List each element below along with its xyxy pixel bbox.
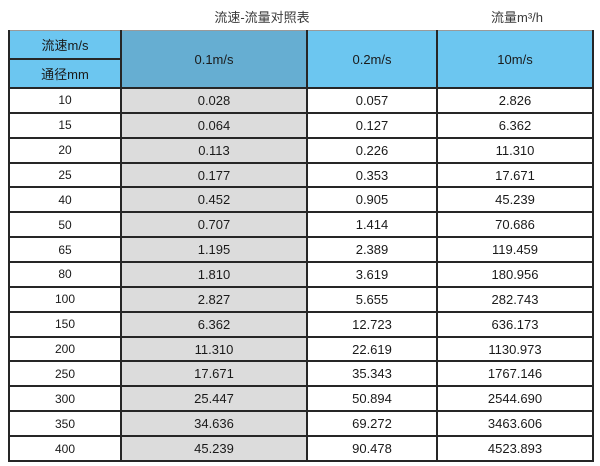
table-row: 350 34.636 69.272 3463.606 <box>8 410 594 438</box>
flow-value-0-2ms: 0.057 <box>306 87 438 114</box>
header-row-bottom: 通径mm <box>8 58 593 89</box>
diameter-cell: 100 <box>8 285 122 313</box>
table-row: 400 45.239 90.478 4523.893 <box>8 435 594 462</box>
flow-value-10ms: 70.686 <box>436 211 594 239</box>
table-row: 300 25.447 50.894 2544.690 <box>8 385 594 413</box>
flow-value-10ms: 11.310 <box>436 136 594 164</box>
flow-value-0-2ms: 3.619 <box>306 261 438 288</box>
table-row: 10 0.028 0.057 2.826 <box>8 87 594 114</box>
diameter-cell: 20 <box>8 136 122 164</box>
diameter-cell: 150 <box>8 310 122 338</box>
diameter-cell: 350 <box>8 410 122 438</box>
table-row: 15 0.064 0.127 6.362 <box>8 111 594 139</box>
table-row: 200 11.310 22.619 1130.973 <box>8 335 594 363</box>
column-header-10ms: 10m/s <box>436 30 594 89</box>
diameter-cell: 10 <box>8 87 122 114</box>
flow-value-0-2ms: 12.723 <box>306 310 438 338</box>
page-title: 流速-流量对照表 <box>214 10 310 25</box>
diameter-cell: 200 <box>8 335 122 363</box>
flow-value-0-2ms: 69.272 <box>306 410 438 438</box>
flow-value-0-2ms: 90.478 <box>306 435 438 462</box>
column-header-0-2ms: 0.2m/s <box>306 30 438 89</box>
flow-value-0-1ms: 1.810 <box>120 261 308 288</box>
flow-value-0-2ms: 0.353 <box>306 161 438 189</box>
flow-unit-label: 流量m³/h <box>490 10 544 25</box>
flow-value-0-1ms: 25.447 <box>120 385 308 413</box>
table-row: 20 0.113 0.226 11.310 <box>8 136 594 164</box>
flow-value-10ms: 282.743 <box>436 285 594 313</box>
flow-rate-table: 流速m/s 0.1m/s 0.2m/s 10m/s 通径mm 10 0.028 0.… <box>8 30 594 462</box>
flow-value-0-2ms: 5.655 <box>306 285 438 313</box>
table-body: 10 0.028 0.057 2.826 15 0.064 0.127 6.362 20 0.11… <box>8 87 594 462</box>
flow-value-10ms: 45.239 <box>436 186 594 214</box>
table-row: 40 0.452 0.905 45.239 <box>8 186 594 214</box>
flow-value-10ms: 2.826 <box>436 87 594 114</box>
flow-value-10ms: 3463.606 <box>436 410 594 438</box>
flow-value-10ms: 17.671 <box>436 161 594 189</box>
flow-value-0-1ms: 45.239 <box>120 435 308 462</box>
flow-value-0-1ms: 34.636 <box>120 410 308 438</box>
title-bar: 流速-流量对照表 流量m³/h <box>0 0 600 30</box>
flow-value-0-1ms: 0.064 <box>120 111 308 139</box>
table-row: 80 1.810 3.619 180.956 <box>8 261 594 288</box>
flow-value-0-2ms: 1.414 <box>306 211 438 239</box>
flow-value-0-1ms: 0.452 <box>120 186 308 214</box>
corner-velocity-label: 流速m/s <box>8 30 122 60</box>
table-row: 150 6.362 12.723 636.173 <box>8 310 594 338</box>
flow-value-0-1ms: 0.028 <box>120 87 308 114</box>
flow-value-10ms: 180.956 <box>436 261 594 288</box>
flow-value-0-2ms: 22.619 <box>306 335 438 363</box>
flow-value-0-1ms: 0.113 <box>120 136 308 164</box>
diameter-cell: 50 <box>8 211 122 239</box>
diameter-cell: 40 <box>8 186 122 214</box>
flow-value-10ms: 636.173 <box>436 310 594 338</box>
flow-value-0-1ms: 0.177 <box>120 161 308 189</box>
flow-value-0-1ms: 0.707 <box>120 211 308 239</box>
table-row: 100 2.827 5.655 282.743 <box>8 285 594 313</box>
flow-value-10ms: 4523.893 <box>436 435 594 462</box>
diameter-cell: 65 <box>8 236 122 264</box>
flow-value-0-1ms: 6.362 <box>120 310 308 338</box>
flow-value-10ms: 1767.146 <box>436 360 594 388</box>
flow-value-10ms: 1130.973 <box>436 335 594 363</box>
diameter-cell: 250 <box>8 360 122 388</box>
flow-value-10ms: 119.459 <box>436 236 594 264</box>
table-row: 50 0.707 1.414 70.686 <box>8 211 594 239</box>
diameter-cell: 300 <box>8 385 122 413</box>
flow-value-0-2ms: 2.389 <box>306 236 438 264</box>
corner-diameter-label: 通径mm <box>8 58 122 89</box>
table-row: 250 17.671 35.343 1767.146 <box>8 360 594 388</box>
table-row: 25 0.177 0.353 17.671 <box>8 161 594 189</box>
flow-value-0-1ms: 17.671 <box>120 360 308 388</box>
diameter-cell: 80 <box>8 261 122 288</box>
flow-value-0-1ms: 1.195 <box>120 236 308 264</box>
diameter-cell: 15 <box>8 111 122 139</box>
flow-value-0-2ms: 0.226 <box>306 136 438 164</box>
table-row: 65 1.195 2.389 119.459 <box>8 236 594 264</box>
flow-value-0-2ms: 0.127 <box>306 111 438 139</box>
flow-value-0-2ms: 35.343 <box>306 360 438 388</box>
flow-value-10ms: 2544.690 <box>436 385 594 413</box>
diameter-cell: 25 <box>8 161 122 189</box>
flow-value-0-2ms: 50.894 <box>306 385 438 413</box>
flow-value-0-1ms: 2.827 <box>120 285 308 313</box>
flow-value-10ms: 6.362 <box>436 111 594 139</box>
flow-value-0-1ms: 11.310 <box>120 335 308 363</box>
header-row-top: 流速m/s 0.1m/s 0.2m/s 10m/s <box>8 30 594 89</box>
flow-value-0-2ms: 0.905 <box>306 186 438 214</box>
diameter-cell: 400 <box>8 435 122 462</box>
column-header-0-1ms: 0.1m/s <box>120 30 308 89</box>
